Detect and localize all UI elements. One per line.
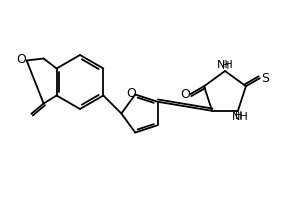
Text: O: O — [126, 87, 136, 100]
Text: O: O — [180, 88, 190, 101]
Text: NH: NH — [232, 112, 248, 122]
Text: S: S — [261, 72, 269, 85]
Text: H: H — [235, 111, 243, 121]
Text: O: O — [17, 53, 27, 66]
Text: H: H — [222, 61, 230, 71]
Text: NH: NH — [217, 60, 233, 70]
